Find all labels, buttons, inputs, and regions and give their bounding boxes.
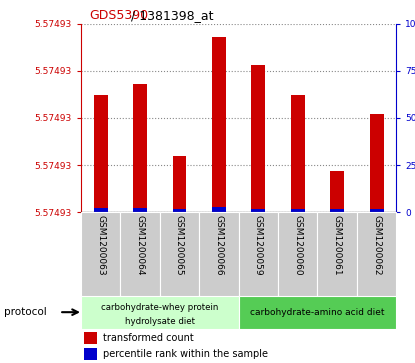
Text: transformed count: transformed count: [103, 333, 194, 343]
Bar: [370, 114, 383, 212]
Bar: [199, 212, 239, 296]
Text: carbohydrate-amino acid diet: carbohydrate-amino acid diet: [250, 308, 385, 317]
Bar: [239, 212, 278, 296]
Bar: [212, 207, 226, 212]
Bar: [81, 212, 120, 296]
Bar: [291, 209, 305, 212]
Bar: [330, 171, 344, 212]
Text: carbohydrate-whey protein: carbohydrate-whey protein: [101, 303, 218, 312]
Bar: [84, 348, 97, 360]
Bar: [212, 37, 226, 212]
Bar: [278, 212, 317, 296]
Bar: [173, 209, 186, 212]
Bar: [81, 296, 239, 329]
Text: GDS5390: GDS5390: [89, 9, 148, 22]
Bar: [251, 209, 265, 212]
Text: GSM1200061: GSM1200061: [333, 215, 342, 276]
Text: GSM1200064: GSM1200064: [136, 215, 144, 276]
Bar: [239, 296, 396, 329]
Bar: [357, 212, 396, 296]
Text: GSM1200062: GSM1200062: [372, 215, 381, 276]
Text: percentile rank within the sample: percentile rank within the sample: [103, 349, 268, 359]
Text: GSM1200065: GSM1200065: [175, 215, 184, 276]
Text: protocol: protocol: [4, 307, 47, 317]
Text: GSM1200059: GSM1200059: [254, 215, 263, 276]
Bar: [370, 209, 383, 212]
Bar: [133, 208, 147, 212]
Text: hydrolysate diet: hydrolysate diet: [125, 317, 195, 326]
Text: / 1381398_at: / 1381398_at: [127, 9, 214, 22]
Bar: [133, 84, 147, 212]
Bar: [120, 212, 160, 296]
Bar: [173, 156, 186, 212]
Bar: [94, 208, 107, 212]
Text: GSM1200063: GSM1200063: [96, 215, 105, 276]
Text: GSM1200060: GSM1200060: [293, 215, 302, 276]
Bar: [291, 95, 305, 212]
Bar: [84, 332, 97, 344]
Bar: [330, 209, 344, 212]
Text: GSM1200066: GSM1200066: [215, 215, 223, 276]
Bar: [160, 212, 199, 296]
Bar: [317, 212, 357, 296]
Bar: [251, 65, 265, 212]
Bar: [94, 95, 107, 212]
